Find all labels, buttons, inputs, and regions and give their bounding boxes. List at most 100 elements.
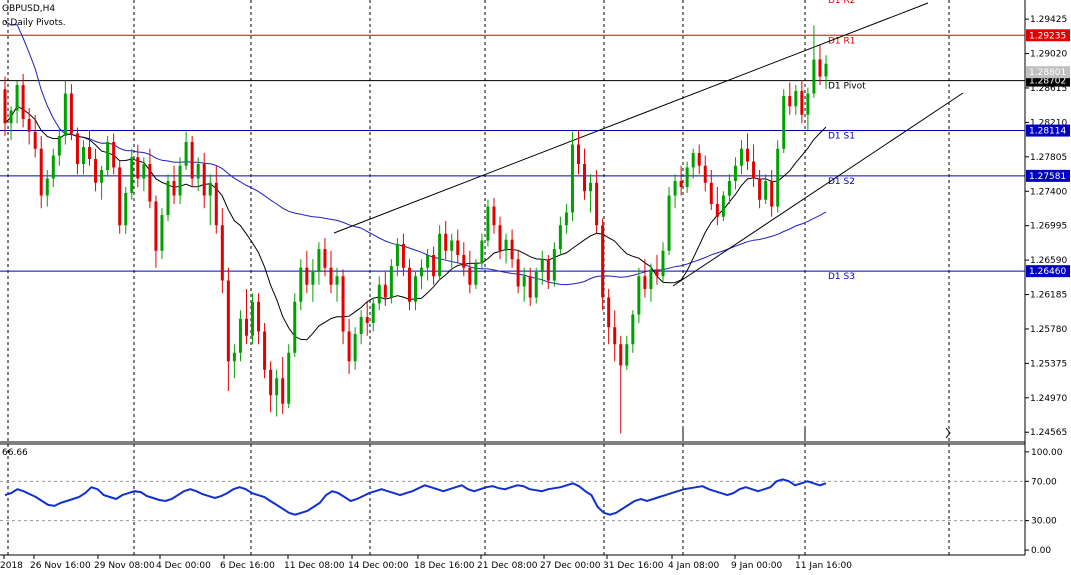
candle-bull [474, 263, 478, 285]
candle-bull [824, 63, 828, 77]
candle-bull [426, 255, 430, 268]
candle-bull [293, 301, 297, 353]
rsi-tick-label: 0.00 [1031, 546, 1051, 556]
time-tick-label: 6 Dec 16:00 [220, 561, 275, 571]
candle-bull [287, 352, 291, 404]
pivot-price-tag-label: 1.28114 [1029, 127, 1066, 137]
candle-bull [631, 314, 635, 345]
candle-bull [208, 182, 212, 196]
candle-bull [450, 240, 454, 251]
candle-bull [317, 249, 321, 272]
candle-bull [661, 250, 665, 277]
candle-bear [269, 369, 273, 396]
rsi-tick-label: 100.00 [1031, 448, 1063, 458]
candle-bull [353, 334, 357, 362]
rsi-line [4, 478, 827, 516]
candle-bear [576, 144, 580, 165]
candle-bull [124, 192, 128, 226]
price-tick-label: 1.27400 [1030, 187, 1067, 197]
time-tick-label: 14 Dec 00:00 [348, 561, 409, 571]
pivot-label: D1 S2 [828, 177, 855, 187]
pivot-lines: D1 R2 D1 R1 D1 Pivot D1 S1 D1 S2 D1 S3 [0, 0, 1025, 282]
candle-bull [480, 240, 484, 264]
pivot-price-tag [1026, 169, 1070, 182]
candle-bull [196, 164, 200, 179]
candle-bull [625, 344, 629, 366]
candle-bear [281, 378, 285, 404]
candle-bear [3, 89, 7, 124]
candle-bull [540, 259, 544, 272]
candle-bear [601, 225, 605, 298]
pivot-label: D1 R1 [828, 36, 856, 46]
candle-bull [552, 249, 556, 281]
chart-shift-marker[interactable] [945, 427, 951, 439]
time-tick-label: 27 Dec 00:00 [540, 561, 601, 571]
rsi-tick-label: 70.00 [1031, 477, 1057, 487]
candle-bear [88, 147, 92, 159]
price-tick-label: 1.28210 [1030, 118, 1067, 128]
candle-bull [667, 195, 671, 251]
candle-bull [438, 233, 442, 277]
pivot-price-tag-label: 1.27581 [1029, 172, 1066, 182]
candle-bull [558, 225, 562, 250]
candle-bull [522, 276, 526, 287]
candle-bear [69, 93, 73, 134]
candle-bear [619, 344, 623, 366]
trendline-upper[interactable] [333, 2, 929, 234]
trendlines[interactable] [333, 2, 964, 287]
candle-bear [444, 233, 448, 251]
candle-bull [812, 59, 816, 94]
time-tick-label: 11 Jan 16:00 [795, 561, 852, 571]
candle-bull [311, 272, 315, 285]
candle-bear [800, 90, 804, 115]
candle-bull [377, 284, 381, 304]
candle-bull [166, 181, 170, 216]
candle-bull [637, 276, 641, 315]
candle-bear [516, 259, 520, 287]
candle-bear [788, 96, 792, 107]
candle-bull [100, 170, 104, 183]
candle-bear [347, 331, 351, 362]
candle-bull [570, 144, 574, 213]
candle-bull [359, 317, 363, 335]
candle-bull [764, 181, 768, 200]
price-tick-label: 1.24970 [1030, 394, 1067, 404]
candle-bear [118, 167, 122, 226]
candle-bull [15, 85, 19, 111]
candle-bull [142, 164, 146, 179]
time-tick-label: 4 Dec 00:00 [156, 561, 211, 571]
candle-bull [673, 181, 677, 196]
time-tick-label: 21 Dec 08:00 [477, 561, 538, 571]
candle-bear [305, 267, 309, 285]
candle-bull [420, 267, 424, 277]
candle-bull [739, 148, 743, 166]
candle-bear [462, 255, 466, 268]
candle-bull [160, 215, 164, 251]
candle-bear [583, 164, 587, 192]
pivot-price-tag-label: 1.26460 [1029, 267, 1066, 277]
rsi-tick-label: 30.00 [1031, 517, 1057, 527]
candle-bull [534, 272, 538, 298]
pivot-price-tag [1026, 124, 1070, 137]
time-tick-label: 2018 [0, 561, 23, 571]
candle-bear [595, 182, 599, 226]
price-tick-label: 1.26995 [1030, 222, 1067, 232]
candle-bear [112, 141, 116, 168]
candle-bull [589, 182, 593, 192]
indicator-label: o Daily Pivots. [2, 18, 66, 28]
candle-bear [709, 182, 713, 204]
time-tick-label: 18 Dec 16:00 [414, 561, 475, 571]
candle-bear [383, 284, 387, 298]
candle-bear [75, 133, 79, 165]
candle-bull [178, 165, 182, 196]
candle-bear [613, 327, 617, 345]
trendline-lower[interactable] [672, 92, 964, 287]
candle-bull [57, 136, 61, 156]
pivot-price-tag [1026, 265, 1070, 278]
price-tick-label: 1.28615 [1030, 84, 1067, 94]
candle-bear [655, 269, 659, 277]
ma-long-line [4, 20, 827, 286]
candle-bear [220, 225, 224, 281]
current-price-label: 1.28801 [1029, 68, 1066, 78]
